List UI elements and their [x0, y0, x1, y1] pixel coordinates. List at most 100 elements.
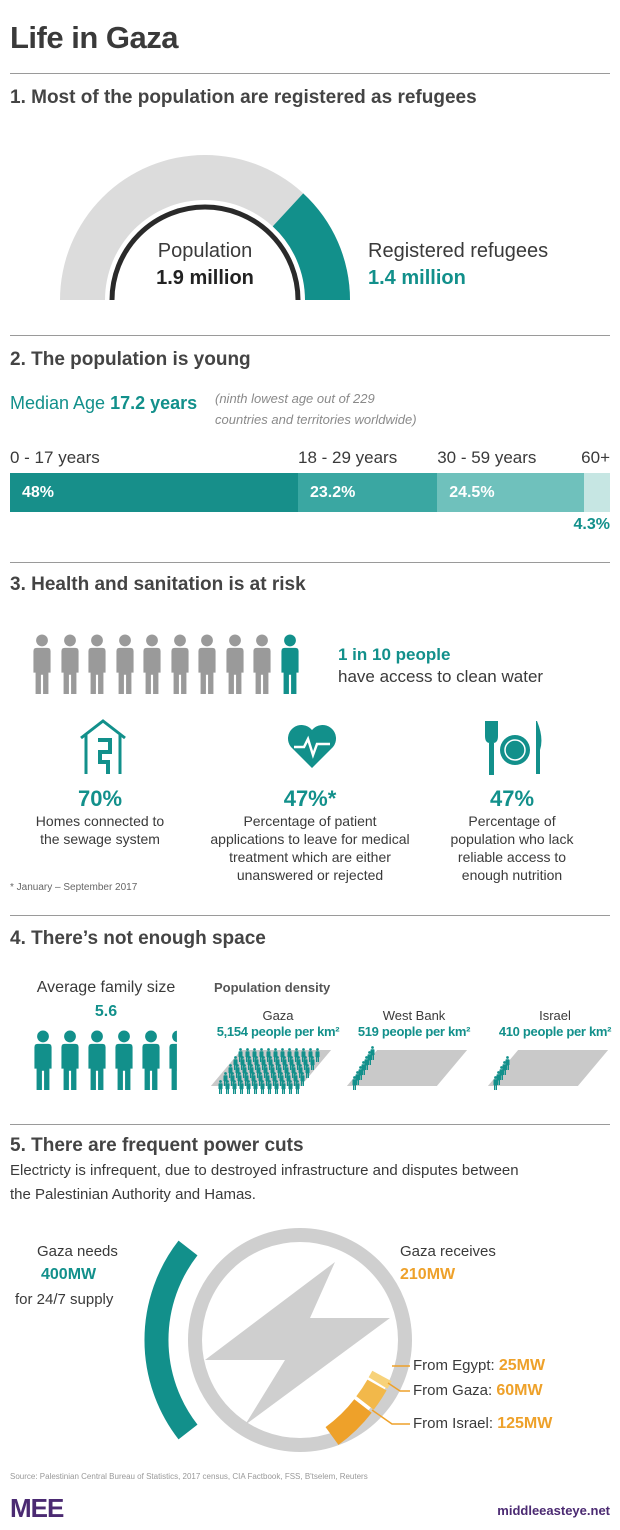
needs-value: 400MW	[41, 1266, 97, 1283]
person-icon	[58, 634, 82, 694]
age-value-label: 4.3%	[573, 516, 610, 533]
density-person-icon	[310, 1056, 315, 1070]
receives-value: 210MW	[400, 1266, 456, 1283]
section5-heading: 5. There are frequent power cuts	[10, 1135, 304, 1156]
divider	[10, 1124, 610, 1125]
power-intro-2: the Palestinian Authority and Hamas.	[10, 1186, 256, 1203]
population-label: Population	[157, 240, 253, 262]
family-size-label: Average family size	[36, 979, 176, 996]
density-person-icon	[315, 1048, 320, 1062]
receives-label: Gaza receives	[400, 1243, 496, 1260]
house-pipe-icon	[80, 719, 126, 774]
leader-lines	[371, 1365, 410, 1425]
needs-arc	[144, 1240, 198, 1440]
age-category-label: 30 - 59 years	[437, 448, 537, 467]
density-value: 5,154 people per km²	[216, 1024, 340, 1039]
refugees-label: Registered refugees	[368, 240, 549, 262]
family-person-icon	[32, 1030, 54, 1090]
refugees-value: 1.4 million	[368, 267, 466, 289]
age-value-label: 24.5%	[449, 484, 495, 501]
lightning-bolt-icon	[205, 1262, 390, 1425]
density-person-icon	[370, 1046, 375, 1060]
age-value-label: 23.2%	[310, 484, 356, 501]
stat-value: 70%	[77, 786, 123, 811]
person-icon	[278, 634, 302, 694]
gauge-inner-arc	[109, 204, 301, 301]
power-source-label: From Israel:	[413, 1415, 494, 1432]
age-bar: 48%	[10, 473, 298, 512]
family-person-icon	[59, 1030, 81, 1090]
plate-cutlery-icon	[485, 721, 542, 775]
density-value: 410 people per km²	[498, 1024, 612, 1039]
section1-heading: 1. Most of the population are registered…	[10, 87, 477, 108]
family-person-icon	[86, 1030, 108, 1090]
median-note-1: (ninth lowest age out of 229	[215, 391, 375, 406]
person-icon	[168, 634, 192, 694]
density-place: West Bank	[382, 1008, 446, 1023]
refugee-gauge	[60, 155, 350, 301]
source-note: Source: Palestinian Central Bureau of St…	[10, 1472, 368, 1481]
stat-text: Percentage of patient applications to le…	[210, 813, 410, 883]
density-person-icon	[288, 1080, 293, 1094]
age-category-label: 18 - 29 years	[298, 448, 398, 467]
stat-value: 47%	[489, 786, 535, 811]
person-icon	[30, 634, 54, 694]
age-category-label: 0 - 17 years	[10, 448, 100, 467]
arc-egypt	[368, 1370, 392, 1389]
power-graphic	[144, 1228, 412, 1452]
density-place: Gaza	[262, 1008, 294, 1023]
family-person-icon	[113, 1030, 135, 1090]
person-icon	[250, 634, 274, 694]
arc-gaza	[356, 1379, 387, 1410]
density-person-icon	[295, 1080, 300, 1094]
density-person-icon	[246, 1080, 251, 1094]
median-age-value: 17.2 years	[110, 393, 198, 413]
density-value: 519 people per km²	[357, 1024, 471, 1039]
arc-israel	[325, 1399, 372, 1445]
site-link[interactable]: middleeasteye.net	[497, 1503, 610, 1518]
section4-heading: 4. There’s not enough space	[10, 928, 266, 949]
water-value: 1 in 10 people	[338, 645, 451, 664]
density-title: Population density	[214, 980, 331, 995]
density-person-icon	[253, 1080, 258, 1094]
median-note-2: countries and territories worldwide)	[215, 412, 417, 427]
mee-logo: MEE	[10, 1493, 64, 1523]
power-source: From Israel: 125MW	[413, 1415, 552, 1433]
density-person-icon	[218, 1080, 223, 1094]
density-person-icon	[239, 1080, 244, 1094]
power-source-value: 25MW	[498, 1357, 546, 1374]
power-source-label: From Gaza:	[413, 1382, 493, 1399]
needs-label: Gaza needs	[37, 1243, 118, 1260]
power-source-value: 60MW	[496, 1382, 543, 1399]
age-value-label: 48%	[22, 484, 55, 501]
section2-heading: 2. The population is young	[10, 349, 251, 370]
person-icon	[85, 634, 109, 694]
person-icon	[195, 634, 219, 694]
age-bar: 24.5%	[437, 473, 585, 512]
stat-text: Homes connected to the sewage system	[35, 813, 165, 847]
power-intro-1: Electricty is infrequent, due to destroy…	[10, 1162, 519, 1179]
density-person-icon	[232, 1080, 237, 1094]
divider	[10, 915, 610, 916]
divider	[10, 335, 610, 336]
density-person-icon	[260, 1080, 265, 1094]
age-bar	[584, 473, 610, 512]
power-source: From Egypt: 25MW	[413, 1357, 545, 1375]
age-bar: 23.2%	[298, 473, 438, 512]
section3-heading: 3. Health and sanitation is at risk	[10, 574, 306, 595]
gauge-refugees-arc	[272, 193, 350, 300]
person-icon	[223, 634, 247, 694]
stat-text: Percentage of population who lack reliab…	[450, 813, 574, 883]
family-size-value: 5.6	[94, 1003, 118, 1020]
age-category-label: 60+	[581, 448, 610, 467]
footnote: * January – September 2017	[10, 882, 138, 893]
needs-suffix: for 24/7 supply	[15, 1291, 114, 1308]
power-source-label: From Egypt:	[413, 1357, 495, 1374]
density-place: Israel	[539, 1008, 571, 1023]
family-person-icon	[140, 1030, 162, 1090]
heart-pulse-icon	[287, 724, 337, 768]
stat-value: 47%*	[283, 786, 337, 811]
person-icon	[140, 634, 164, 694]
receives-arc	[325, 1370, 392, 1445]
